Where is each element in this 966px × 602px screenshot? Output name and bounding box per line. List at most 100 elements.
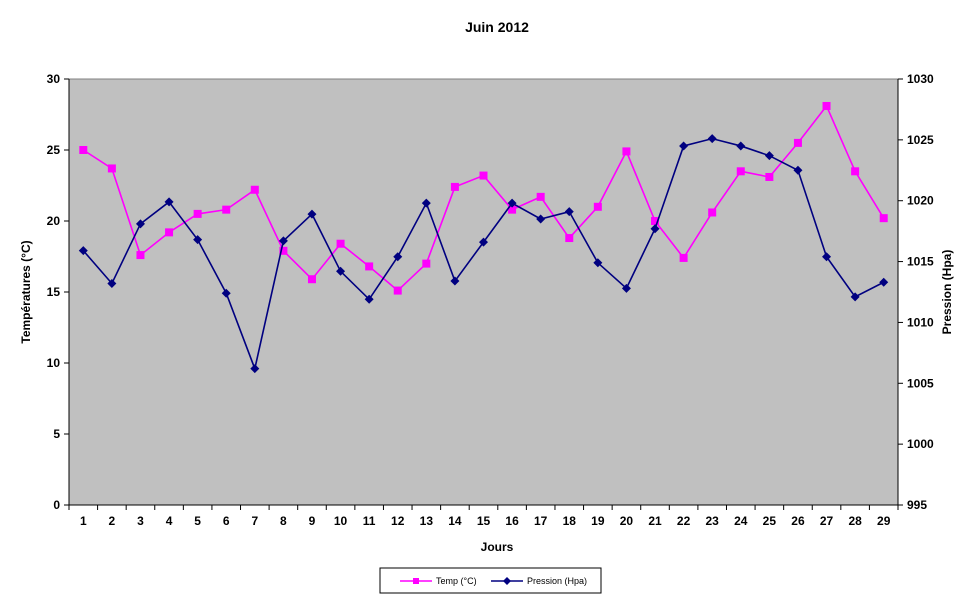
- legend-marker-pression: [503, 577, 511, 585]
- x-tick-label: 7: [251, 514, 258, 528]
- legend-label-pression: Pression (Hpa): [527, 576, 587, 586]
- y-right-tick-label: 1025: [907, 133, 934, 147]
- data-point-temp: [250, 185, 259, 194]
- data-point-temp: [822, 101, 831, 110]
- data-point-pression: [78, 246, 88, 256]
- plot-area: [68, 78, 899, 506]
- x-tick-label: 24: [734, 514, 748, 528]
- data-point-temp: [593, 202, 602, 211]
- legend-item-temp: Temp (°C): [400, 576, 477, 586]
- data-point-pression: [507, 198, 517, 208]
- y-left-tick-label: 5: [53, 427, 60, 441]
- x-tick-label: 27: [820, 514, 834, 528]
- data-point-temp: [307, 275, 316, 284]
- data-point-pression: [135, 219, 145, 229]
- y-left-tick-label: 20: [47, 214, 61, 228]
- y-right-tick-label: 1005: [907, 376, 934, 390]
- data-point-pression: [879, 277, 889, 287]
- x-axis-label: Jours: [481, 540, 514, 554]
- data-point-pression: [421, 198, 431, 208]
- data-point-pression: [850, 292, 860, 302]
- x-tick-label: 9: [309, 514, 316, 528]
- x-tick-label: 19: [591, 514, 605, 528]
- y-left-tick-label: 25: [47, 143, 61, 157]
- data-point-temp: [422, 259, 431, 268]
- data-point-pression: [621, 283, 631, 293]
- y-left-tick-label: 0: [53, 498, 60, 512]
- data-point-temp: [222, 205, 231, 214]
- x-tick-label: 28: [848, 514, 862, 528]
- y-right-tick-label: 1030: [907, 72, 934, 86]
- data-point-temp: [336, 239, 345, 248]
- data-point-pression: [250, 364, 260, 374]
- data-point-pression: [164, 197, 174, 207]
- legend: Temp (°C) Pression (Hpa): [379, 567, 602, 594]
- data-point-temp: [450, 182, 459, 191]
- chart-title: Juin 2012: [465, 19, 529, 35]
- y-right-tick-label: 1000: [907, 437, 934, 451]
- data-point-temp: [193, 209, 202, 218]
- y-right-tick-label: 995: [907, 498, 927, 512]
- data-point-pression: [679, 141, 689, 151]
- y-axis-left-label: Températures (°C): [19, 240, 33, 343]
- data-point-pression: [707, 134, 717, 144]
- data-point-temp: [165, 228, 174, 237]
- data-point-pression: [364, 294, 374, 304]
- x-tick-label: 16: [505, 514, 519, 528]
- legend-label-temp: Temp (°C): [436, 576, 477, 586]
- axes: 0510152025309951000100510101015102010251…: [47, 72, 934, 528]
- data-point-temp: [879, 214, 888, 223]
- data-point-pression: [650, 224, 660, 234]
- data-point-pression: [336, 266, 346, 276]
- data-point-temp: [479, 171, 488, 180]
- legend-item-pression: Pression (Hpa): [491, 576, 587, 586]
- data-point-temp: [79, 146, 88, 154]
- x-tick-label: 6: [223, 514, 230, 528]
- x-tick-label: 3: [137, 514, 144, 528]
- x-tick-label: 25: [763, 514, 777, 528]
- x-tick-label: 1: [80, 514, 87, 528]
- y-left-tick-label: 15: [47, 285, 61, 299]
- data-point-temp: [622, 147, 631, 156]
- x-tick-label: 5: [194, 514, 201, 528]
- data-point-pression: [450, 276, 460, 286]
- data-point-pression: [307, 209, 317, 219]
- data-point-temp: [736, 167, 745, 176]
- y-left-tick-label: 10: [47, 356, 61, 370]
- data-point-pression: [393, 252, 403, 262]
- data-point-temp: [851, 167, 860, 176]
- data-point-pression: [193, 235, 203, 245]
- x-tick-label: 21: [648, 514, 662, 528]
- data-point-temp: [708, 208, 717, 217]
- series-group: [78, 101, 889, 374]
- x-tick-label: 22: [677, 514, 691, 528]
- data-point-pression: [593, 258, 603, 268]
- x-tick-label: 4: [166, 514, 173, 528]
- data-point-pression: [764, 151, 774, 161]
- x-tick-label: 2: [109, 514, 116, 528]
- data-point-pression: [736, 141, 746, 151]
- x-tick-label: 10: [334, 514, 348, 528]
- data-point-temp: [651, 217, 660, 225]
- data-point-temp: [365, 262, 374, 271]
- x-tick-label: 17: [534, 514, 548, 528]
- x-tick-label: 12: [391, 514, 405, 528]
- data-point-pression: [822, 252, 832, 262]
- x-tick-label: 11: [363, 514, 376, 528]
- data-point-pression: [221, 288, 231, 298]
- data-point-pression: [793, 165, 803, 175]
- y-axis-right-label: Pression (Hpa): [940, 250, 954, 335]
- data-point-temp: [536, 192, 545, 201]
- data-point-temp: [565, 234, 574, 243]
- data-point-pression: [536, 214, 546, 224]
- data-point-pression: [107, 278, 117, 288]
- x-tick-label: 14: [448, 514, 462, 528]
- data-point-pression: [564, 207, 574, 217]
- data-point-temp: [679, 253, 688, 262]
- x-tick-label: 26: [791, 514, 805, 528]
- data-point-pression: [479, 237, 488, 247]
- x-tick-label: 29: [877, 514, 891, 528]
- data-point-temp: [393, 286, 402, 295]
- x-tick-label: 23: [706, 514, 720, 528]
